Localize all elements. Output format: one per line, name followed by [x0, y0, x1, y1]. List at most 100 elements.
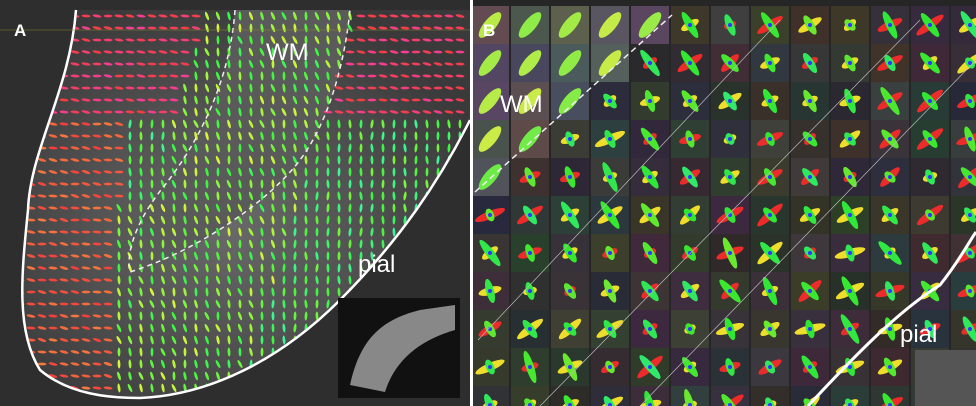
glyph-core — [648, 327, 652, 331]
glyph-core — [888, 289, 892, 293]
glyph-core — [728, 23, 732, 27]
glyph-core — [488, 213, 492, 217]
glyph-core — [568, 327, 572, 331]
glyph-core — [528, 213, 532, 217]
glyph-core — [808, 289, 812, 293]
glyph-core — [608, 289, 612, 293]
glyph-core — [848, 213, 852, 217]
glyph-core — [768, 213, 772, 217]
glyph-core — [648, 99, 652, 103]
glyph-core — [568, 251, 572, 255]
panel-label: B — [483, 21, 495, 40]
glyph-core — [728, 251, 732, 255]
glyph-core — [808, 175, 812, 179]
glyph-core — [728, 99, 732, 103]
glyph-core — [808, 327, 812, 331]
glyph-core — [688, 213, 692, 217]
figure: A WM pial B WM pial — [0, 0, 976, 406]
glyph-core — [528, 365, 532, 369]
glyph-core — [608, 99, 612, 103]
panel-label: A — [14, 21, 26, 40]
glyph-core — [888, 213, 892, 217]
glyph-core — [728, 137, 732, 141]
glyph-core — [968, 137, 972, 141]
glyph-core — [728, 175, 732, 179]
glyph-core — [768, 137, 772, 141]
glyph-core — [928, 137, 932, 141]
glyph-core — [848, 365, 852, 369]
glyph-core — [688, 251, 692, 255]
glyph-core — [608, 213, 612, 217]
glyph-core — [688, 23, 692, 27]
glyph-core — [688, 61, 692, 65]
glyph-core — [768, 99, 772, 103]
inset-b — [915, 350, 976, 406]
glyph-core — [848, 99, 852, 103]
glyph-core — [888, 327, 892, 331]
pial-label: pial — [900, 321, 937, 348]
glyph-core — [888, 137, 892, 141]
glyph — [70, 183, 79, 186]
glyph-core — [568, 175, 572, 179]
glyph-core — [848, 175, 852, 179]
glyph-core — [808, 137, 812, 141]
glyph-core — [888, 61, 892, 65]
glyph-core — [928, 23, 932, 27]
glyph-core — [808, 61, 812, 65]
glyph — [448, 131, 451, 140]
glyph-core — [648, 61, 652, 65]
glyph — [371, 167, 374, 176]
glyph-core — [848, 327, 852, 331]
glyph-core — [728, 289, 732, 293]
glyph — [136, 27, 145, 30]
glyph-core — [888, 99, 892, 103]
glyph-core — [808, 365, 812, 369]
glyph-core — [768, 327, 772, 331]
glyph-core — [488, 251, 492, 255]
glyph-core — [968, 251, 972, 255]
glyph-core — [928, 175, 932, 179]
glyph-core — [968, 289, 972, 293]
glyph — [437, 143, 440, 152]
glyph-core — [808, 213, 812, 217]
glyph-core — [928, 99, 932, 103]
glyph-core — [648, 213, 652, 217]
glyph-core — [528, 327, 532, 331]
glyph-core — [528, 289, 532, 293]
glyph-core — [688, 365, 692, 369]
glyph-core — [888, 251, 892, 255]
glyph — [147, 75, 156, 78]
glyph — [411, 99, 420, 102]
glyph-core — [808, 23, 812, 27]
glyph-core — [648, 175, 652, 179]
glyph-core — [768, 175, 772, 179]
glyph-core — [568, 213, 572, 217]
glyph-core — [928, 61, 932, 65]
glyph-core — [568, 365, 572, 369]
glyph-core — [848, 137, 852, 141]
glyph-core — [728, 365, 732, 369]
glyph-core — [768, 251, 772, 255]
glyph-core — [688, 137, 692, 141]
glyph — [261, 335, 264, 344]
glyph-core — [848, 289, 852, 293]
glyph-core — [688, 175, 692, 179]
glyph-core — [608, 251, 612, 255]
glyph-core — [688, 327, 692, 331]
glyph-core — [728, 327, 732, 331]
glyph-core — [968, 327, 972, 331]
glyph-core — [928, 213, 932, 217]
glyph-core — [528, 175, 532, 179]
glyph-core — [728, 213, 732, 217]
glyph-core — [768, 61, 772, 65]
glyph-core — [848, 23, 852, 27]
glyph-core — [488, 289, 492, 293]
glyph — [327, 251, 330, 260]
glyph-core — [888, 175, 892, 179]
pial-label: pial — [358, 251, 395, 278]
glyph-core — [648, 251, 652, 255]
glyph-core — [808, 251, 812, 255]
glyph-core — [568, 137, 572, 141]
glyph-core — [888, 365, 892, 369]
glyph-core — [608, 365, 612, 369]
